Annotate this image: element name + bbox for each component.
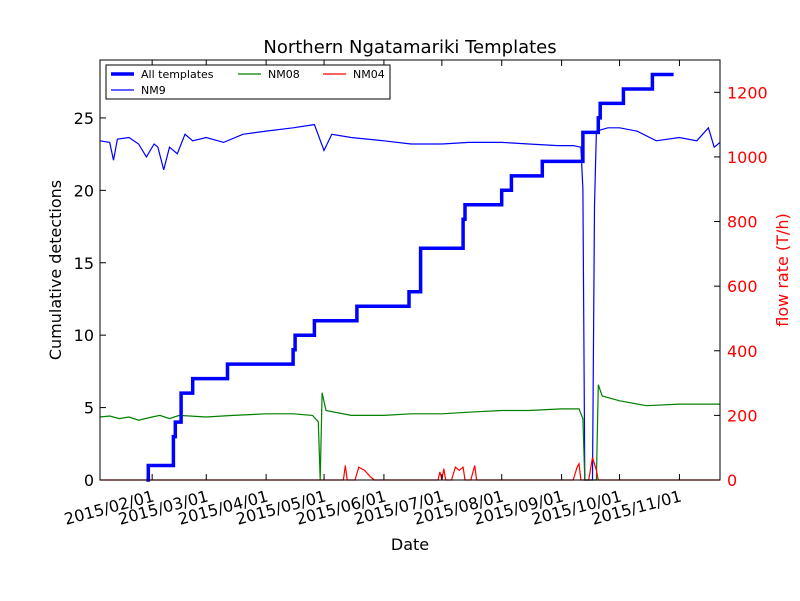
legend: All templates NM9 NM08 NM04 <box>105 64 391 100</box>
y-right-tick-label: 0 <box>727 471 737 490</box>
y-left-tick-label: 25 <box>74 109 94 128</box>
series-line-all-templates <box>146 72 674 482</box>
y-left-tick-label: 20 <box>74 181 94 200</box>
y-right-tick-label: 200 <box>727 406 758 425</box>
plot-frame <box>99 59 721 481</box>
x-axis: 2015/02/012015/03/012015/04/012015/05/01… <box>62 60 683 529</box>
series-line-nm9 <box>99 123 721 481</box>
y-left-tick-label: 15 <box>74 254 94 273</box>
y-right-tick-label: 1200 <box>727 83 768 102</box>
y-axis-left: 0 5 10 15 20 25 <box>74 109 106 490</box>
x-axis-label: Date <box>391 535 429 554</box>
legend-label-nm9: NM9 <box>141 84 166 97</box>
legend-label-all-templates: All templates <box>141 68 214 81</box>
series-line-nm08 <box>99 384 720 481</box>
y-left-tick-label: 0 <box>84 471 94 490</box>
legend-box <box>105 64 391 100</box>
y-left-tick-label: 10 <box>74 326 94 345</box>
y-right-tick-label: 1000 <box>727 148 768 167</box>
y-axis-right-label: flow rate (T/h) <box>773 213 792 326</box>
chart-title: Northern Ngatamariki Templates <box>263 37 556 58</box>
y-axis-right: 0 200 400 600 800 1000 1200 <box>714 83 768 490</box>
y-left-tick-label: 5 <box>84 399 94 418</box>
y-right-tick-label: 600 <box>727 277 758 296</box>
y-axis-left-label: Cumulative detections <box>46 180 65 360</box>
legend-label-nm04: NM04 <box>353 68 385 81</box>
y-right-tick-label: 800 <box>727 213 758 232</box>
legend-label-nm08: NM08 <box>268 68 300 81</box>
y-right-tick-label: 400 <box>727 342 758 361</box>
plot-lines <box>99 72 721 482</box>
